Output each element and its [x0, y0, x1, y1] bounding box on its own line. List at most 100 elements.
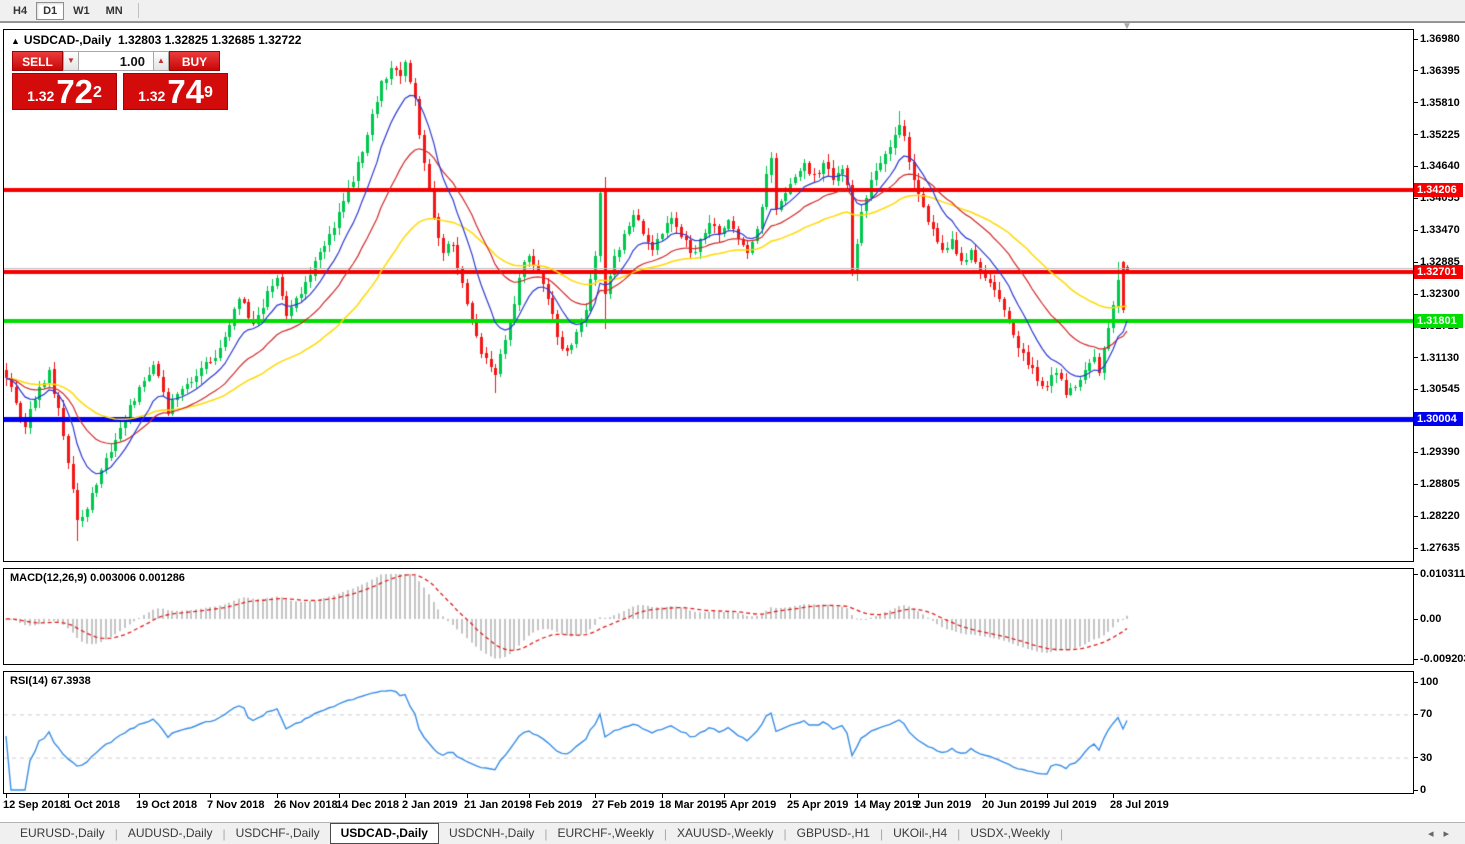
date-label: 1 Oct 2018	[65, 799, 121, 811]
sell-price-prefix: 1.32	[27, 88, 55, 104]
tab-separator: |	[222, 826, 226, 841]
date-label: 28 Jul 2019	[1110, 799, 1169, 811]
date-tick	[724, 794, 725, 798]
rsi-tick: 0	[1414, 783, 1426, 797]
sell-button[interactable]: SELL	[12, 51, 63, 71]
date-tick	[985, 794, 986, 798]
date-tick	[1113, 794, 1114, 798]
date-label: 9 Jul 2019	[1044, 799, 1097, 811]
date-label: 2 Jun 2019	[915, 799, 972, 811]
date-tick	[595, 794, 596, 798]
symbol-info-line: ▲ USDCAD-,Daily 1.32803 1.32825 1.32685 1…	[11, 33, 301, 47]
price-tick: 1.35810	[1414, 96, 1460, 110]
price-tick: 1.27635	[1414, 541, 1460, 555]
date-tick	[139, 794, 140, 798]
chart-tab-usdcad[interactable]: USDCAD-,Daily	[329, 823, 439, 844]
buy-price-pip: 9	[204, 84, 213, 101]
buy-button[interactable]: BUY	[169, 51, 220, 71]
timeframe-toolbar: H4 D1 W1 MN	[0, 0, 1465, 22]
tab-scroll-arrows[interactable]: ◂▸	[1428, 827, 1459, 840]
price-tick: 1.36980	[1414, 32, 1460, 46]
chart-tab-eurusd[interactable]: EURUSD-,Daily	[20, 826, 105, 840]
timeframe-button-mn[interactable]: MN	[105, 4, 123, 17]
macd-canvas[interactable]	[4, 569, 1413, 664]
volume-decrease-button[interactable]: ▼	[63, 51, 79, 71]
chart-tab-eurchf[interactable]: EURCHF-,Weekly	[557, 826, 654, 840]
buy-price-prefix: 1.32	[138, 88, 166, 104]
timeframe-button-h4[interactable]: H4	[13, 4, 28, 17]
volume-input[interactable]	[79, 51, 153, 71]
sell-price-big: 72	[56, 73, 94, 110]
date-label: 5 Apr 2019	[721, 799, 777, 811]
rsi-tick: 70	[1414, 707, 1432, 721]
price-tick: 1.36395	[1414, 64, 1460, 78]
date-label: 19 Oct 2018	[136, 799, 198, 811]
date-label: 21 Jan 2019	[464, 799, 526, 811]
date-tick	[210, 794, 211, 798]
macd-tick: 0.00	[1414, 612, 1441, 626]
price-tick: 1.32300	[1414, 287, 1460, 301]
price-tick: 1.30545	[1414, 382, 1460, 396]
price-chart-canvas[interactable]	[4, 30, 1413, 561]
chart-tab-gbpusd[interactable]: GBPUSD-,H1	[796, 826, 870, 840]
timeframe-button-d1[interactable]: D1	[36, 1, 65, 20]
date-label: 26 Nov 2018	[274, 799, 338, 811]
date-tick	[68, 794, 69, 798]
one-click-trade-panel: SELL ▼ ▲ BUY 1.32 72 2 1.32 74 9	[12, 51, 238, 110]
date-tick	[405, 794, 406, 798]
date-tick	[662, 794, 663, 798]
chart-tab-usdcnh[interactable]: USDCNH-,Daily	[448, 826, 535, 840]
price-level-badge: 1.32701	[1414, 265, 1463, 280]
timeframe-button-w1[interactable]: W1	[73, 4, 90, 17]
date-label: 12 Sep 2018	[3, 799, 66, 811]
date-tick	[277, 794, 278, 798]
date-label: 2 Jan 2019	[402, 799, 458, 811]
buy-price-big: 74	[167, 73, 205, 110]
price-pane: ▲ USDCAD-,Daily 1.32803 1.32825 1.32685 1…	[3, 29, 1414, 562]
tab-separator: |	[957, 826, 961, 841]
macd-pane: MACD(12,26,9) 0.003006 0.001286	[3, 568, 1414, 665]
macd-tick: -0.009203	[1414, 652, 1465, 666]
chart-tab-xauusd[interactable]: XAUUSD-,Weekly	[677, 826, 774, 840]
chart-tab-ukoil[interactable]: UKOil-,H4	[893, 826, 948, 840]
rsi-canvas[interactable]	[4, 672, 1413, 793]
sell-price-display[interactable]: 1.32 72 2	[12, 73, 117, 110]
tab-separator: |	[783, 826, 787, 841]
price-tick: 1.34640	[1414, 159, 1460, 173]
date-label: 14 May 2019	[854, 799, 919, 811]
tab-scroll-left-icon[interactable]: ◂	[1427, 828, 1444, 840]
price-tick: 1.29390	[1414, 445, 1460, 459]
date-tick	[790, 794, 791, 798]
price-level-badge: 1.30004	[1414, 411, 1463, 426]
date-tick	[6, 794, 7, 798]
chart-tab-usdchf[interactable]: USDCHF-,Daily	[235, 826, 320, 840]
date-label: 20 Jun 2019	[982, 799, 1045, 811]
date-tick	[529, 794, 530, 798]
tab-separator: |	[1060, 826, 1064, 841]
date-label: 18 Mar 2019	[659, 799, 722, 811]
symbol-direction-icon: ▲	[11, 36, 20, 46]
rsi-tick: 100	[1414, 675, 1438, 689]
chart-window: ▼ ▲ USDCAD-,Daily 1.32803 1.32825 1.32685…	[0, 21, 1465, 820]
date-label: 25 Apr 2019	[787, 799, 849, 811]
volume-increase-button[interactable]: ▲	[153, 51, 169, 71]
price-level-badge: 1.31801	[1414, 314, 1463, 329]
price-tick: 1.28805	[1414, 477, 1460, 491]
buy-price-display[interactable]: 1.32 74 9	[123, 73, 228, 110]
price-tick: 1.32885	[1414, 255, 1460, 269]
date-label: 14 Dec 2018	[336, 799, 399, 811]
tab-scroll-right-icon[interactable]: ▸	[1443, 828, 1459, 840]
chart-tab-bar: EURUSD-,Daily | AUDUSD-,Daily | USDCHF-,Dail…	[0, 822, 1465, 844]
rsi-pane: RSI(14) 67.3938	[3, 671, 1414, 794]
tab-separator: |	[114, 826, 118, 841]
date-tick	[857, 794, 858, 798]
chart-tab-usdx[interactable]: USDX-,Weekly	[970, 826, 1051, 840]
chart-shift-marker-icon[interactable]: ▼	[1122, 21, 1132, 32]
date-tick	[339, 794, 340, 798]
sell-price-pip: 2	[93, 84, 102, 101]
date-label: 7 Nov 2018	[207, 799, 265, 811]
chart-tab-audusd[interactable]: AUDUSD-,Daily	[127, 826, 213, 840]
symbol-period-label: USDCAD-,Daily	[23, 33, 112, 47]
date-tick	[1047, 794, 1048, 798]
ohlc-values: 1.32803 1.32825 1.32685 1.32722	[117, 33, 302, 47]
